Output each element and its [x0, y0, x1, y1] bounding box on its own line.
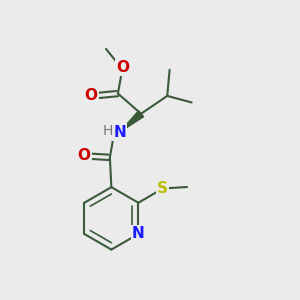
Text: H: H	[103, 124, 113, 138]
Polygon shape	[120, 111, 144, 132]
Text: O: O	[77, 148, 91, 164]
Text: N: N	[113, 125, 126, 140]
Text: N: N	[132, 226, 145, 242]
Text: S: S	[157, 181, 168, 196]
Text: O: O	[85, 88, 98, 104]
Text: O: O	[116, 60, 129, 75]
